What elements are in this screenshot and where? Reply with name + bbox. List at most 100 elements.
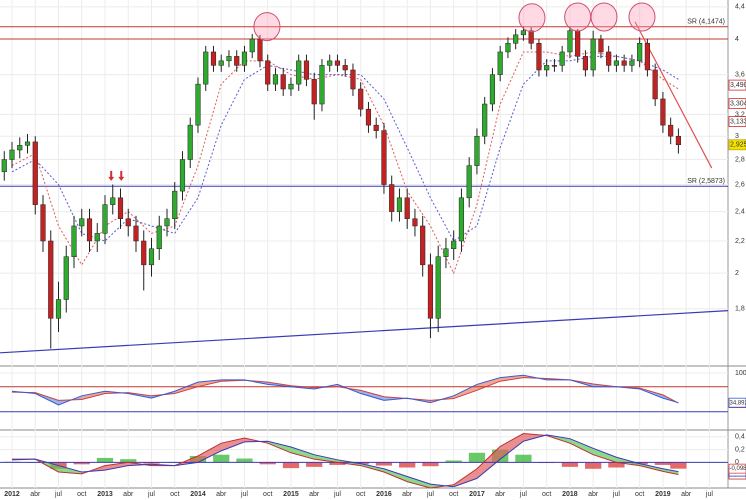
candle-body [141, 240, 147, 266]
candle-body [187, 124, 193, 160]
fill-between [81, 391, 105, 400]
y-tick-label: 2,2 [735, 238, 745, 245]
price-label-box [728, 79, 746, 91]
candle-body [125, 218, 131, 227]
y-tick-label: 2,6 [735, 181, 745, 188]
candle-body [303, 60, 310, 80]
fill-between [569, 438, 594, 455]
candle-body [606, 51, 612, 66]
x-tick-label: jul [519, 491, 527, 498]
candle-body [466, 165, 472, 199]
x-tick-label: 2017 [469, 491, 485, 498]
candle-body [249, 38, 255, 53]
candle-body [660, 98, 666, 126]
candle-body [598, 38, 604, 53]
candle-body [412, 218, 418, 227]
fill-between [197, 443, 222, 463]
candle-body [365, 108, 372, 126]
candle-body [536, 43, 542, 71]
fill-between [383, 468, 408, 482]
fill-between [360, 390, 384, 401]
candle-body [40, 204, 46, 242]
fill-between [221, 438, 245, 451]
histogram-bar [120, 459, 137, 463]
histogram-bar [445, 460, 462, 463]
moving-average [11, 51, 679, 275]
candle-body [311, 79, 317, 105]
histogram-bar [561, 462, 579, 467]
candle-body [505, 43, 511, 53]
candle-body [404, 197, 410, 219]
candle-body [71, 225, 77, 257]
x-tick-label: 2012 [4, 491, 20, 498]
candle-body [396, 197, 403, 212]
x-tick-label: jul [612, 491, 620, 498]
x-tick-label: abr [123, 491, 134, 498]
candle-body [520, 30, 527, 36]
fill-between [104, 462, 129, 471]
highlight-circle [253, 12, 281, 42]
histogram-bar [515, 454, 532, 463]
histogram-bar [399, 462, 416, 468]
x-tick-label: oct [542, 491, 551, 498]
highlight-circle [518, 3, 546, 33]
candle-body [544, 65, 550, 71]
x-tick-label: abr [216, 491, 227, 498]
x-tick-label: abr [681, 491, 692, 498]
y-tick-label: 4 [735, 36, 739, 43]
fill-between [314, 454, 338, 463]
candle-body [203, 51, 209, 85]
x-tick-label: oct [356, 491, 365, 498]
candle-body [156, 225, 162, 250]
price-label: 3,133 [730, 118, 746, 125]
candle-body [319, 65, 325, 105]
candle-body [86, 218, 93, 242]
candle-body [334, 60, 341, 66]
arrow [118, 170, 125, 181]
candle-body [226, 56, 232, 62]
indicator-line [11, 374, 679, 406]
y-tick-label: 0,2 [735, 446, 745, 453]
candle-body [55, 299, 62, 319]
level-label: SR (4,1474) [687, 19, 725, 26]
candle-body [110, 197, 116, 205]
x-tick-label: jul [426, 491, 434, 498]
histogram-bar [654, 462, 672, 465]
x-tick-label: 2018 [562, 491, 578, 498]
candle-body [629, 60, 635, 66]
value-label: 34,892 [730, 400, 746, 406]
histogram-bar [282, 462, 300, 469]
highlight-circle [628, 2, 656, 32]
fill-between [407, 476, 431, 488]
x-tick-label: abr [30, 491, 41, 498]
fill-between [174, 382, 198, 394]
histogram-bar [213, 454, 230, 463]
candle-body [373, 124, 379, 131]
candle-body [148, 248, 155, 266]
candle-body [102, 204, 108, 234]
x-tick-label: abr [309, 491, 320, 498]
price-label-box [728, 98, 746, 110]
histogram-bar [468, 452, 486, 463]
fill-between [662, 468, 679, 475]
y-tick-label: 2 [735, 270, 739, 277]
histogram-bar [585, 462, 602, 469]
x-tick-label: 2016 [376, 491, 392, 498]
value-label: -0,098 [730, 466, 746, 472]
candle-body [435, 256, 441, 319]
candle-body [24, 141, 31, 146]
candle-body [427, 264, 434, 319]
candle-body [342, 65, 348, 71]
price-label-box [728, 116, 746, 127]
candle-body [528, 30, 534, 44]
candle-body [381, 130, 387, 185]
candle-body [48, 240, 54, 319]
histogram-bar [96, 457, 114, 463]
candle-body [420, 225, 426, 266]
y-tick-label: 2,8 [735, 156, 745, 163]
candle-body [497, 51, 503, 75]
x-tick-label: abr [495, 491, 506, 498]
candle-body [489, 74, 496, 105]
x-tick-label: 2013 [97, 491, 113, 498]
x-tick-label: jul [147, 491, 155, 498]
